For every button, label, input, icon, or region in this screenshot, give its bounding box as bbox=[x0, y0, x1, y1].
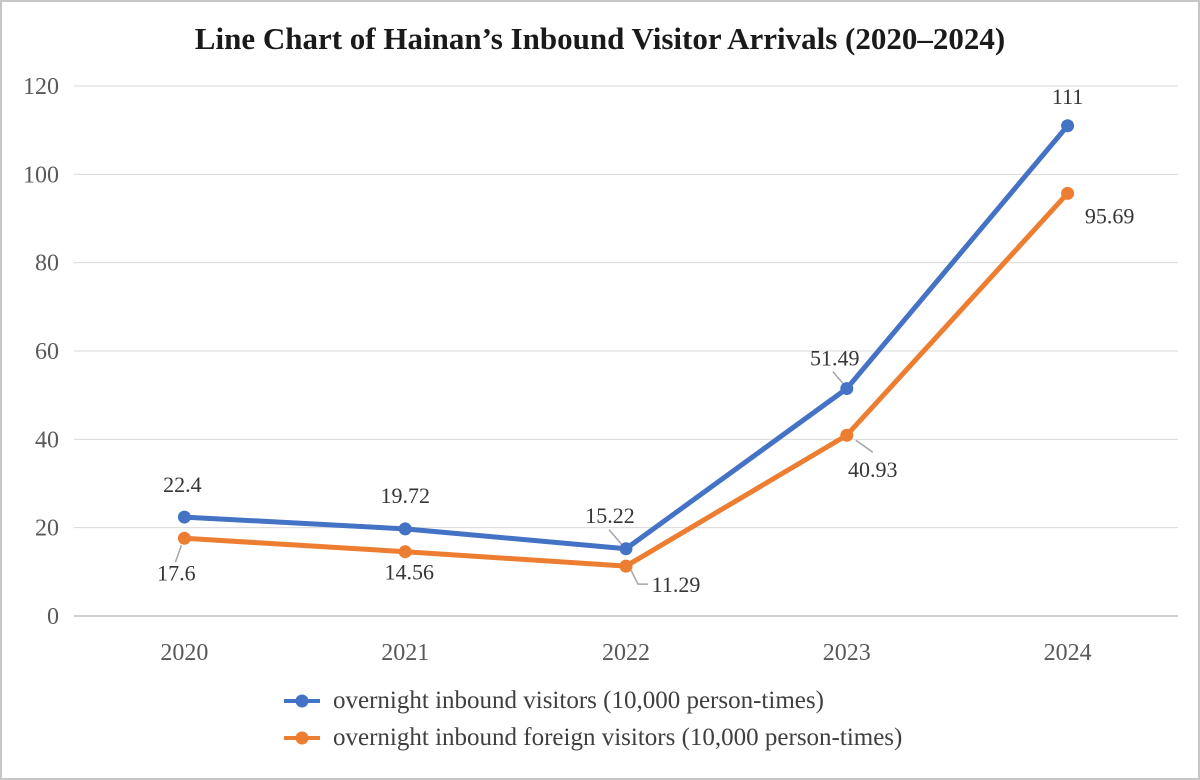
data-label: 14.56 bbox=[384, 560, 434, 585]
data-label: 40.93 bbox=[848, 457, 898, 482]
x-tick-label: 2020 bbox=[160, 640, 208, 666]
label-leader-line bbox=[832, 371, 846, 387]
data-point-marker bbox=[177, 531, 191, 545]
y-tick-label: 0 bbox=[47, 604, 59, 630]
data-point-marker bbox=[840, 382, 854, 396]
label-leader-line bbox=[174, 545, 183, 563]
y-tick-label: 60 bbox=[35, 339, 59, 365]
data-label: 111 bbox=[1052, 84, 1083, 109]
data-label: 95.69 bbox=[1085, 203, 1135, 228]
y-tick-label: 120 bbox=[23, 74, 59, 100]
data-point-marker bbox=[619, 542, 633, 556]
data-point-marker bbox=[1061, 186, 1075, 200]
data-label: 51.49 bbox=[810, 346, 860, 371]
y-tick-label: 80 bbox=[35, 251, 59, 277]
data-label: 17.6 bbox=[157, 560, 196, 585]
x-tick-label: 2023 bbox=[823, 640, 871, 666]
chart-legend: overnight inbound visitors (10,000 perso… bbox=[283, 687, 902, 752]
y-tick-label: 20 bbox=[35, 516, 59, 542]
data-label: 19.72 bbox=[380, 483, 430, 508]
label-leader-line bbox=[629, 567, 648, 585]
x-tick-label: 2024 bbox=[1044, 640, 1092, 666]
legend-item-overnight-inbound-visitors: overnight inbound visitors (10,000 perso… bbox=[283, 687, 902, 715]
data-label: 22.4 bbox=[163, 472, 202, 497]
label-leader-line bbox=[608, 529, 623, 546]
x-tick-label: 2022 bbox=[602, 640, 650, 666]
data-label: 11.29 bbox=[652, 572, 701, 597]
data-point-marker bbox=[840, 428, 854, 442]
data-point-marker bbox=[619, 559, 633, 573]
data-point-marker bbox=[177, 510, 191, 524]
data-point-marker bbox=[398, 545, 412, 559]
legend-line-marker-icon bbox=[284, 694, 320, 708]
label-leader-line bbox=[855, 439, 874, 453]
y-tick-label: 40 bbox=[35, 427, 59, 453]
chart-title: Line Chart of Hainan’s Inbound Visitor A… bbox=[194, 21, 1006, 56]
legend-item-overnight-inbound-foreign-visitors: overnight inbound foreign visitors (10,0… bbox=[283, 724, 902, 752]
legend-label: overnight inbound visitors (10,000 perso… bbox=[333, 687, 824, 714]
y-tick-label: 100 bbox=[23, 162, 59, 188]
data-point-marker bbox=[398, 522, 412, 536]
data-label: 15.22 bbox=[585, 503, 635, 528]
x-tick-label: 2021 bbox=[381, 640, 429, 666]
legend-label: overnight inbound foreign visitors (10,0… bbox=[333, 724, 903, 751]
data-point-marker bbox=[1061, 119, 1075, 133]
legend-line-marker-icon bbox=[284, 731, 320, 745]
